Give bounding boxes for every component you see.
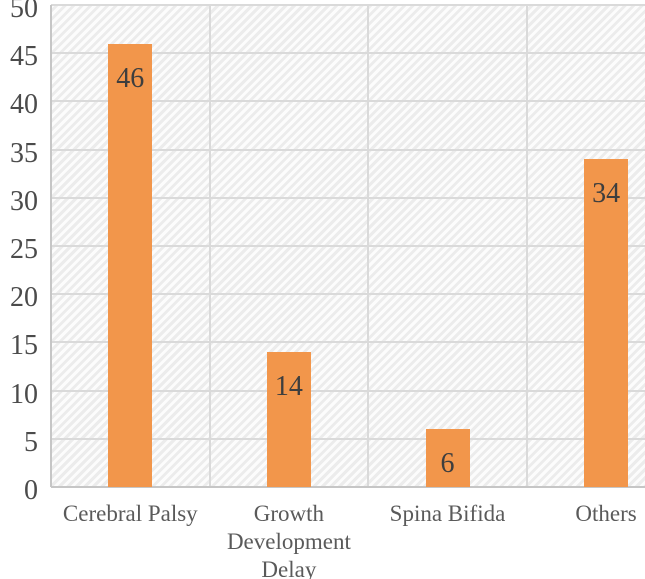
bar (425, 429, 470, 487)
bar-value-label: 34 (592, 178, 621, 210)
y-axis-line (50, 5, 52, 487)
y-tick-label: 25 (10, 234, 38, 265)
gridline-v (525, 5, 528, 487)
gridline-h (51, 196, 645, 199)
x-category-label: Cerebral Palsy (62, 501, 198, 526)
x-category-label: Spina Bifida (389, 501, 506, 526)
gridline-h (51, 148, 645, 151)
x-category-label: Others (575, 501, 637, 526)
y-tick-label: 15 (10, 330, 38, 362)
gridline-h (51, 100, 645, 103)
gridline-v (208, 5, 211, 487)
gridline-h (51, 293, 645, 296)
gridline-h (51, 52, 645, 55)
y-tick-label: 45 (10, 41, 38, 73)
y-tick-label: 35 (10, 137, 38, 169)
y-tick-label: 30 (10, 185, 38, 217)
gridline-h (51, 245, 645, 247)
y-tick-label: 10 (10, 378, 38, 410)
gridline-h (51, 4, 645, 6)
gridline-h (51, 389, 645, 392)
y-tick-label: 20 (10, 282, 38, 314)
y-tick-label: 50 (10, 0, 38, 24)
bar-value-label: 46 (116, 62, 145, 94)
gridline-h (51, 437, 645, 440)
y-tick-label: 5 (24, 426, 38, 458)
bar (108, 43, 153, 487)
bar (266, 352, 311, 487)
bar-value-label: 6 (440, 448, 455, 480)
gridline-h (51, 341, 645, 344)
x-category-label: Growth Development Delay (226, 501, 351, 579)
x-axis-line (51, 486, 645, 488)
y-tick-label: 0 (24, 475, 38, 506)
y-tick-label: 40 (10, 89, 38, 121)
bar-value-label: 14 (274, 371, 303, 403)
gridline-v (367, 5, 370, 487)
bar (584, 159, 629, 487)
